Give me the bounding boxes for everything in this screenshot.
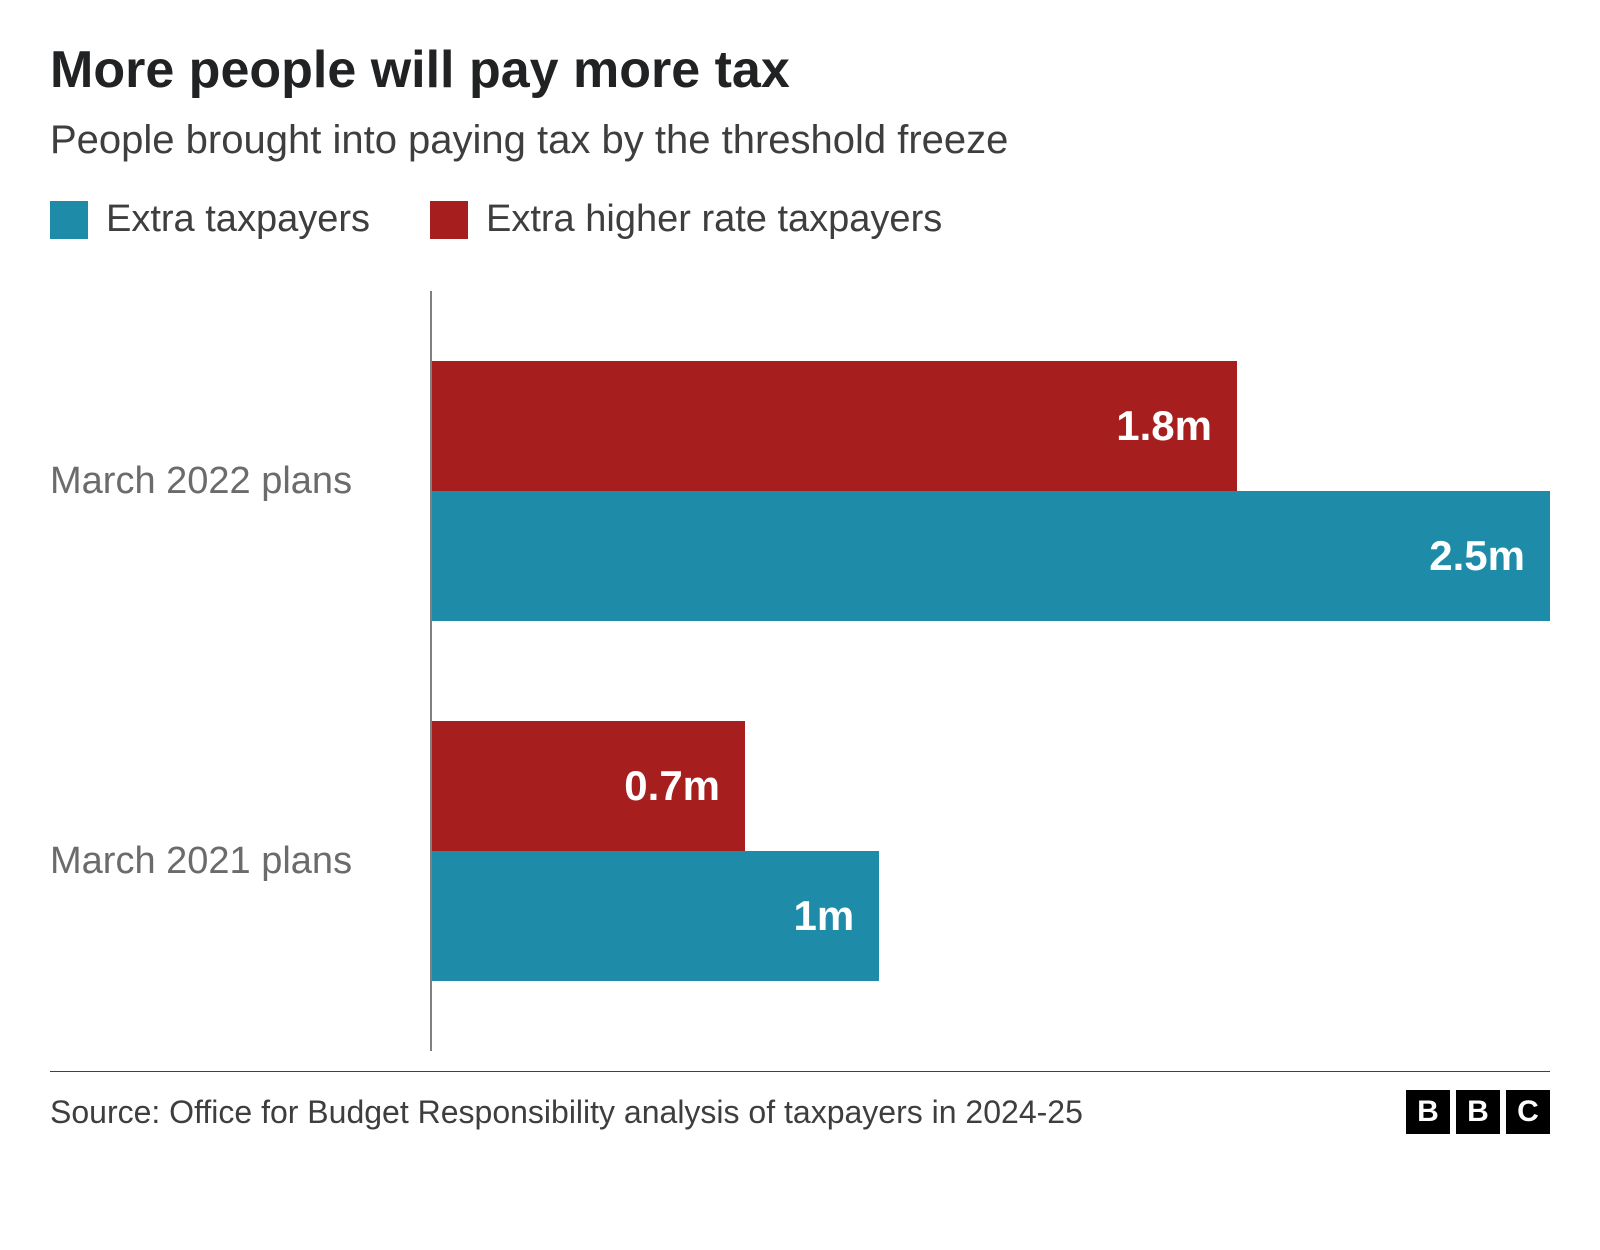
y-axis-labels: March 2022 plans March 2021 plans [50,291,430,1051]
chart-title: More people will pay more tax [50,40,1550,100]
legend-item: Extra higher rate taxpayers [430,198,942,241]
legend-label: Extra higher rate taxpayers [486,198,942,241]
logo-letter-icon: C [1506,1090,1550,1134]
legend-label: Extra taxpayers [106,198,370,241]
bar-group: 0.7m 1m [432,721,1550,981]
legend-swatch-icon [430,201,468,239]
legend: Extra taxpayers Extra higher rate taxpay… [50,198,1550,241]
logo-letter-icon: B [1456,1090,1500,1134]
bar: 0.7m [432,721,745,851]
plot-region: 1.8m 2.5m 0.7m 1m [430,291,1550,1051]
chart-plot-area: March 2022 plans March 2021 plans 1.8m 2… [50,291,1550,1051]
category-label: March 2022 plans [50,291,430,671]
source-text: Source: Office for Budget Responsibility… [50,1094,1083,1131]
category-label: March 2021 plans [50,671,430,1051]
chart-subtitle: People brought into paying tax by the th… [50,118,1550,163]
legend-item: Extra taxpayers [50,198,370,241]
bar: 2.5m [432,491,1550,621]
bbc-logo: B B C [1406,1090,1550,1134]
bar: 1m [432,851,879,981]
chart-footer: Source: Office for Budget Responsibility… [50,1071,1550,1134]
bar: 1.8m [432,361,1237,491]
legend-swatch-icon [50,201,88,239]
logo-letter-icon: B [1406,1090,1450,1134]
bar-group: 1.8m 2.5m [432,361,1550,621]
